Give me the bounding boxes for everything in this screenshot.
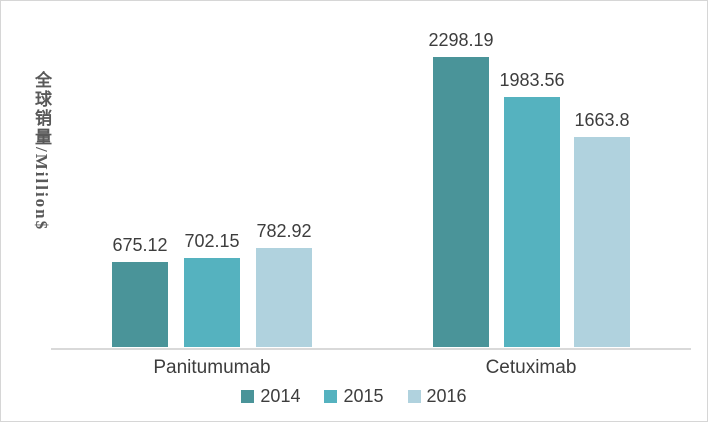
value-label-cetuximab-2015: 1983.56: [499, 70, 565, 90]
legend-item-2015: 2015: [324, 386, 384, 406]
legend-item-2014: 2014: [241, 386, 301, 406]
bar-group-cetuximab-2014: 2298.19: [428, 30, 494, 347]
legend-label-2015: 2015: [343, 386, 384, 406]
bar-group-cetuximab-2016: 1663.8: [574, 110, 630, 347]
legend-item-2016: 2016: [407, 386, 467, 406]
bar-group-panitumumab-2015: 702.15: [184, 231, 240, 347]
category-label-panitumumab: Panitumumab: [153, 357, 271, 378]
bar-group-cetuximab-2015: 1983.56: [499, 70, 565, 347]
legend-label-2014: 2014: [260, 386, 301, 406]
bar-panitumumab-2014: [112, 262, 168, 347]
value-label-cetuximab-2014: 2298.19: [428, 30, 494, 50]
category-label-cetuximab: Cetuximab: [485, 357, 577, 378]
bar-group-panitumumab-2014: 675.12: [112, 235, 168, 347]
legend-label-2016: 2016: [426, 386, 467, 406]
y-axis-label: 全球销量/Million$: [32, 71, 51, 232]
bar-group-panitumumab-2016: 782.92: [256, 221, 312, 347]
bar-cetuximab-2014: [433, 57, 489, 347]
bar-panitumumab-2016: [256, 248, 312, 347]
x-axis-line: [51, 348, 691, 350]
legend-swatch-2014: [241, 389, 255, 403]
bar-cetuximab-2015: [504, 97, 560, 347]
legend: 2014 2015 2016: [1, 386, 707, 406]
legend-swatch-2015: [324, 389, 338, 403]
value-label-panitumumab-2016: 782.92: [256, 221, 312, 241]
value-label-cetuximab-2016: 1663.8: [574, 110, 630, 130]
legend-swatch-2016: [407, 389, 421, 403]
bar-panitumumab-2015: [184, 258, 240, 347]
value-label-panitumumab-2015: 702.15: [184, 231, 240, 251]
value-label-panitumumab-2014: 675.12: [112, 235, 168, 255]
bar-cetuximab-2016: [574, 137, 630, 347]
